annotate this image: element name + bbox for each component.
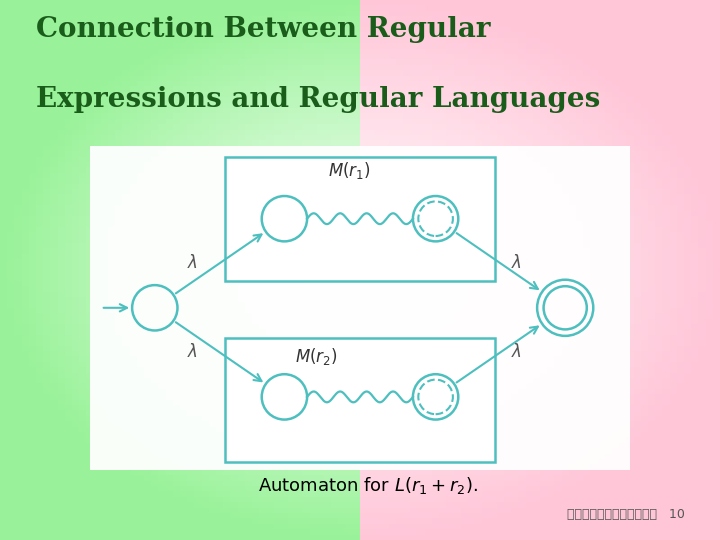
Text: $M(r_1)$: $M(r_1)$ (328, 160, 371, 180)
Text: Automaton for $L(r_1 + r_2)$.: Automaton for $L(r_1 + r_2)$. (258, 475, 478, 496)
Text: $\lambda$: $\lambda$ (187, 254, 198, 272)
Text: $\lambda$: $\lambda$ (511, 254, 522, 272)
Text: $M(r_2)$: $M(r_2)$ (295, 346, 338, 367)
Text: $\lambda$: $\lambda$ (511, 343, 522, 361)
Text: $\lambda$: $\lambda$ (187, 343, 198, 361)
Bar (225, 338, 495, 462)
Text: 淡江大學資訊管理系侯永昌   10: 淡江大學資訊管理系侯永昌 10 (567, 508, 685, 521)
Bar (225, 157, 495, 281)
Text: Expressions and Regular Languages: Expressions and Regular Languages (36, 86, 600, 113)
Text: Connection Between Regular: Connection Between Regular (36, 16, 490, 43)
